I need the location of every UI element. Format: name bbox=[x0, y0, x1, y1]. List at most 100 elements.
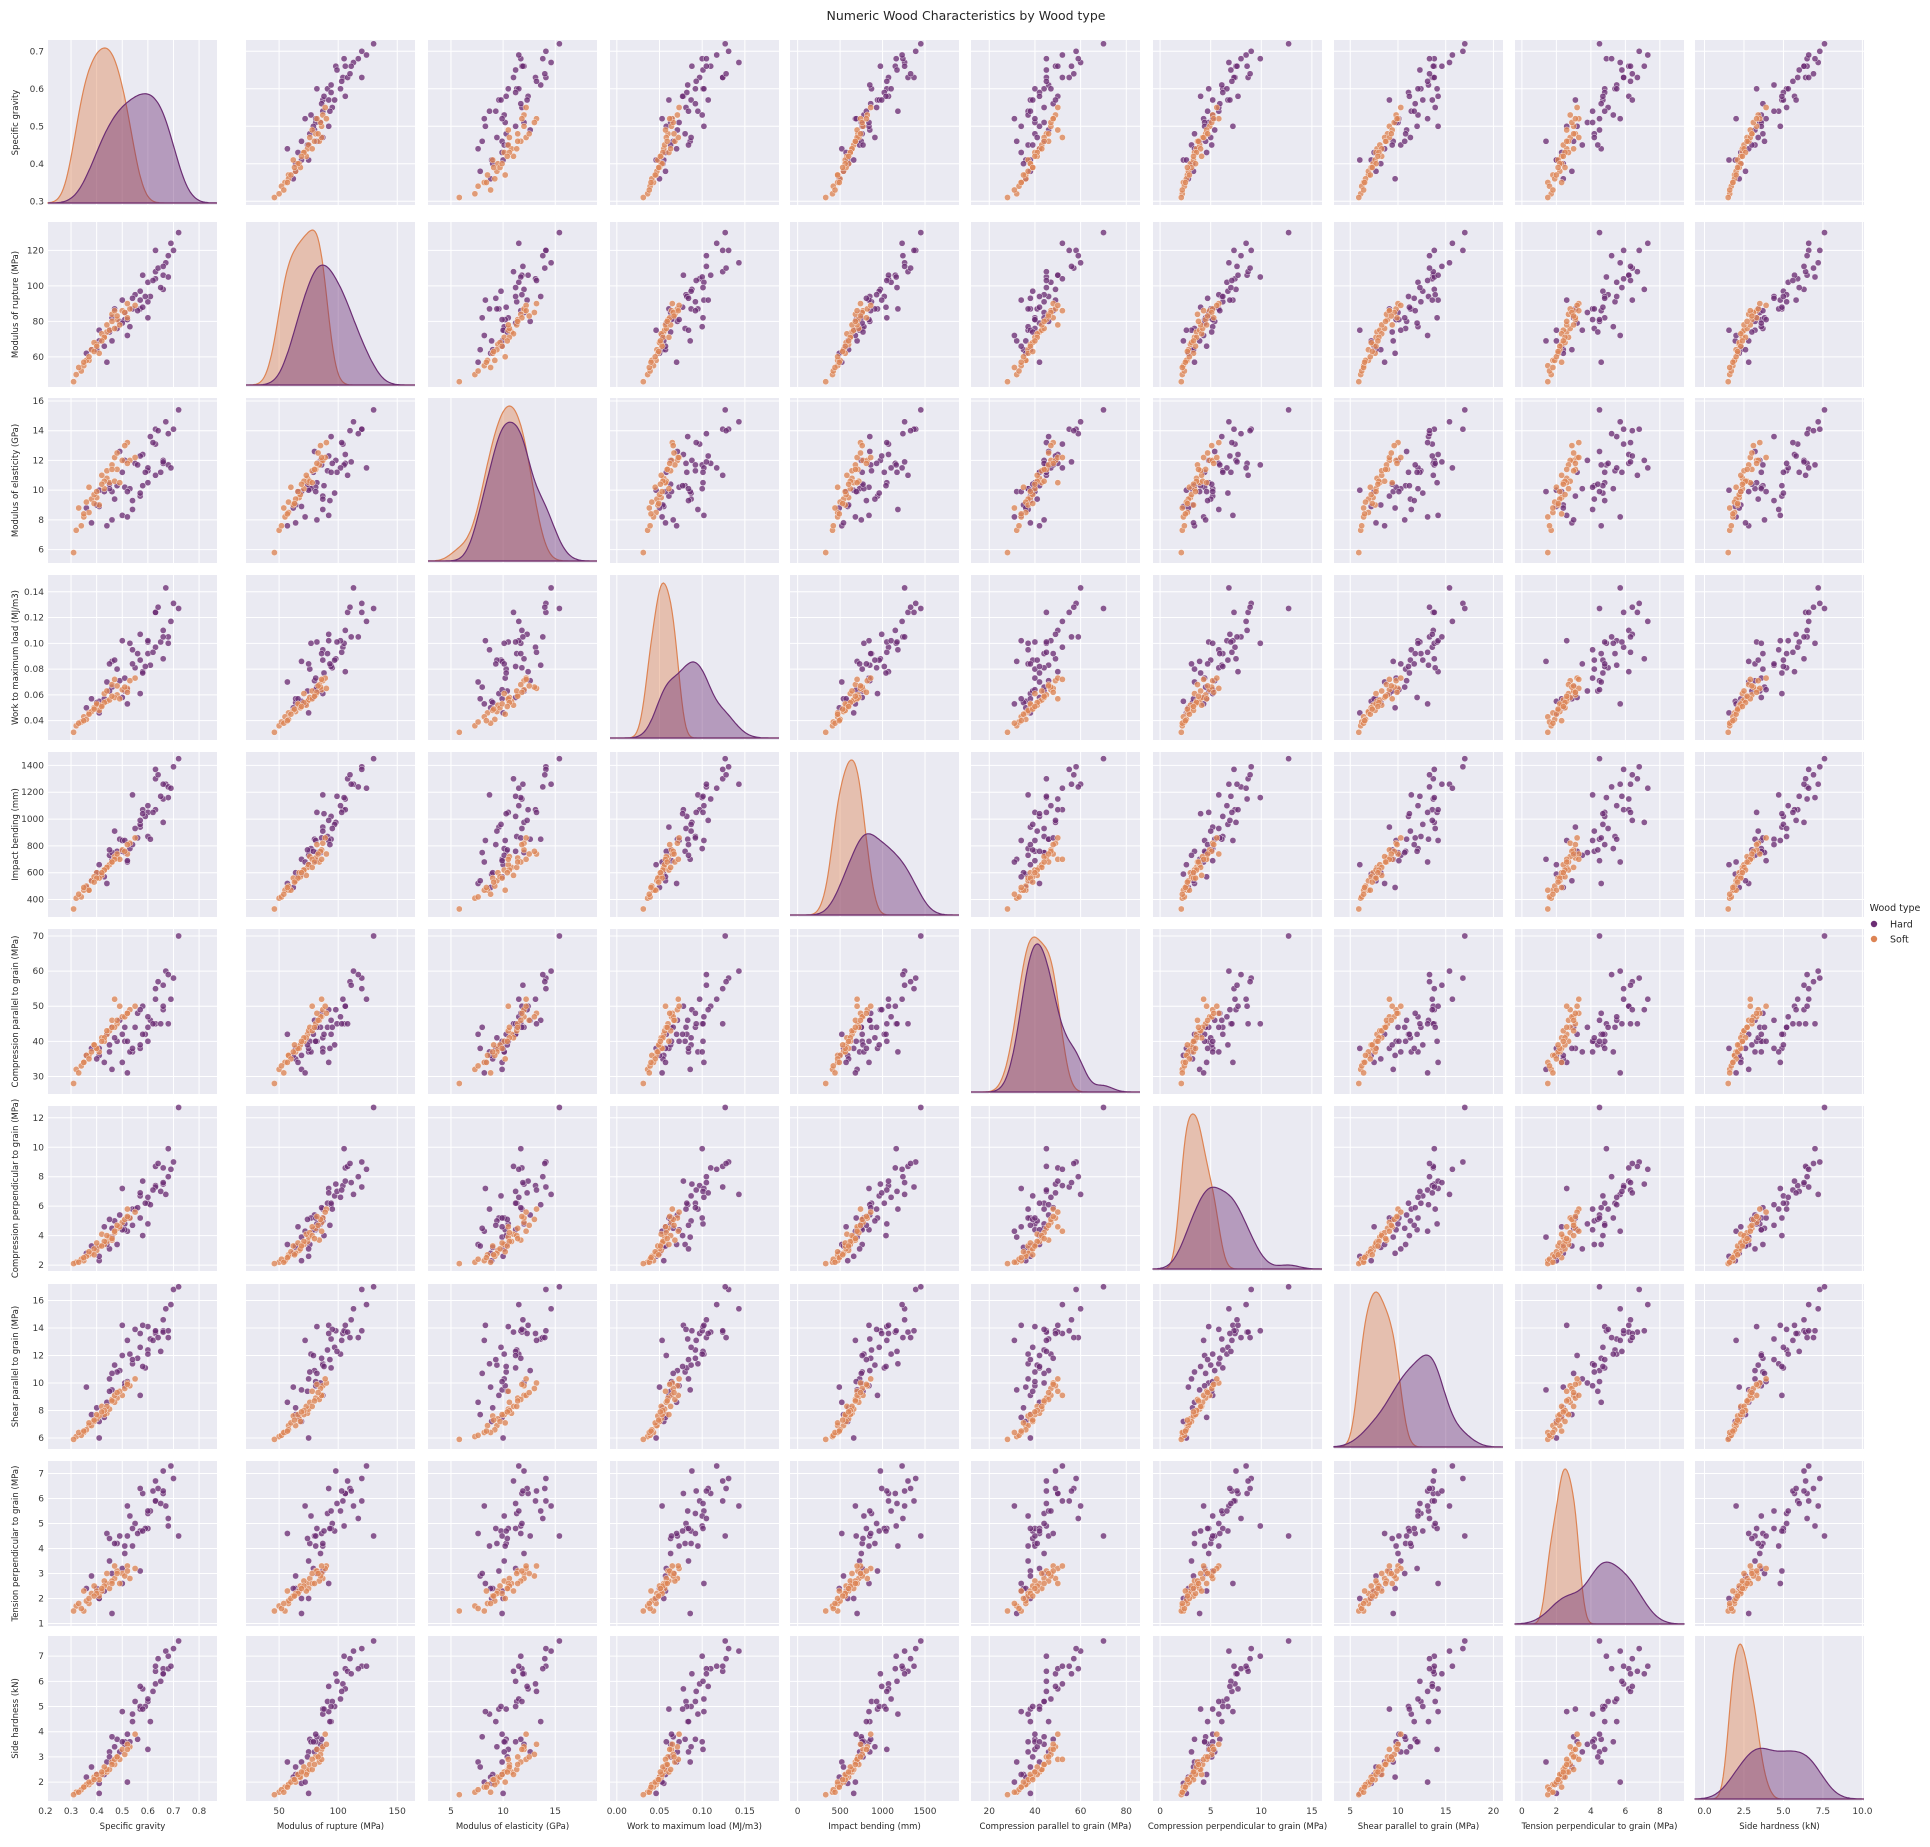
scatter-point-hard bbox=[1783, 825, 1790, 832]
scatter-point-soft bbox=[1203, 695, 1210, 703]
scatter-point-soft bbox=[80, 358, 88, 366]
scatter-point-hard bbox=[1438, 62, 1446, 70]
scatter-point-hard bbox=[510, 268, 517, 276]
scatter-point-hard bbox=[907, 978, 914, 986]
scatter-point-hard bbox=[502, 303, 510, 311]
scatter-point-hard bbox=[1800, 655, 1808, 663]
scatter-point-hard bbox=[325, 817, 333, 824]
scatter-point-hard bbox=[106, 660, 113, 668]
scatter-point-hard bbox=[1778, 690, 1786, 697]
scatter-point-hard bbox=[482, 637, 489, 645]
scatter-point-soft bbox=[863, 1010, 870, 1017]
scatter-point-hard bbox=[327, 81, 335, 89]
scatter-point-soft bbox=[1558, 471, 1565, 479]
scatter-point-hard bbox=[1068, 62, 1075, 70]
scatter-point-soft bbox=[1198, 152, 1205, 160]
scatter-point-hard bbox=[1431, 104, 1439, 111]
scatter-point-hard bbox=[1572, 823, 1579, 831]
scatter-point-hard bbox=[1596, 316, 1603, 323]
scatter-point-soft bbox=[1210, 841, 1217, 848]
scatter-point-soft bbox=[1004, 549, 1011, 556]
scatter-point-hard bbox=[159, 458, 167, 466]
scatter-point-hard bbox=[1433, 479, 1441, 487]
panel-background bbox=[1153, 398, 1322, 563]
scatter-point-hard bbox=[1215, 1048, 1223, 1056]
scatter-point-soft bbox=[1572, 689, 1579, 696]
scatter-point-hard bbox=[304, 846, 311, 854]
panel-2-2 bbox=[427, 398, 597, 563]
scatter-point-hard bbox=[328, 460, 336, 467]
scatter-point-hard bbox=[337, 85, 344, 93]
scatter-point-hard bbox=[478, 137, 486, 145]
scatter-point-hard bbox=[1745, 488, 1752, 495]
scatter-point-hard bbox=[164, 971, 172, 978]
scatter-point-hard bbox=[1040, 85, 1048, 93]
scatter-point-hard bbox=[687, 821, 695, 828]
scatter-point-soft bbox=[1729, 510, 1737, 518]
scatter-point-hard bbox=[704, 817, 712, 824]
scatter-point-soft bbox=[1753, 689, 1760, 696]
scatter-point-hard bbox=[866, 433, 874, 440]
scatter-point-hard bbox=[685, 294, 692, 302]
scatter-point-soft bbox=[1004, 378, 1011, 386]
scatter-point-soft bbox=[1045, 682, 1052, 690]
scatter-point-soft bbox=[121, 848, 129, 855]
panel-3-5 bbox=[971, 575, 1140, 740]
scatter-point-hard bbox=[121, 1024, 129, 1031]
scatter-point-soft bbox=[852, 1024, 859, 1031]
scatter-point-soft bbox=[1215, 850, 1223, 858]
scatter-point-hard bbox=[1219, 1031, 1227, 1038]
scatter-point-soft bbox=[1573, 834, 1581, 842]
scatter-point-soft bbox=[483, 884, 490, 891]
scatter-point-soft bbox=[657, 471, 665, 479]
scatter-point-hard bbox=[894, 646, 902, 654]
scatter-point-hard bbox=[1237, 252, 1245, 259]
scatter-point-hard bbox=[1449, 239, 1456, 247]
scatter-point-hard bbox=[721, 40, 729, 48]
scatter-point-soft bbox=[124, 1010, 131, 1017]
scatter-point-hard bbox=[1629, 96, 1636, 104]
scatter-point-hard bbox=[1246, 978, 1254, 986]
y-tick-label: 6 bbox=[38, 546, 44, 556]
scatter-point-hard bbox=[1389, 658, 1397, 665]
scatter-point-soft bbox=[867, 302, 875, 309]
scatter-point-hard bbox=[685, 107, 692, 115]
scatter-point-hard bbox=[1043, 609, 1050, 616]
scatter-point-soft bbox=[1575, 676, 1583, 683]
scatter-point-hard bbox=[673, 1031, 680, 1038]
scatter-point-hard bbox=[703, 971, 710, 978]
scatter-point-soft bbox=[1190, 501, 1197, 509]
scatter-point-hard bbox=[476, 1045, 484, 1052]
scatter-point-hard bbox=[698, 485, 706, 493]
scatter-point-hard bbox=[1579, 660, 1586, 668]
scatter-point-soft bbox=[1031, 480, 1039, 488]
scatter-point-hard bbox=[1644, 51, 1652, 59]
scatter-point-soft bbox=[1544, 549, 1552, 556]
scatter-point-hard bbox=[1027, 519, 1034, 527]
scatter-point-hard bbox=[1431, 74, 1438, 81]
scatter-point-hard bbox=[898, 618, 906, 625]
scatter-point-hard bbox=[1215, 1024, 1223, 1031]
scatter-point-hard bbox=[1285, 406, 1292, 414]
scatter-point-hard bbox=[1627, 78, 1634, 85]
scatter-point-hard bbox=[542, 247, 550, 254]
scatter-point-hard bbox=[1434, 837, 1442, 844]
scatter-point-hard bbox=[1589, 107, 1596, 115]
scatter-point-soft bbox=[323, 685, 330, 692]
scatter-point-hard bbox=[1810, 771, 1817, 779]
scatter-point-hard bbox=[1208, 328, 1215, 336]
scatter-point-hard bbox=[1419, 489, 1427, 497]
scatter-point-soft bbox=[1561, 164, 1569, 171]
scatter-point-hard bbox=[341, 62, 349, 70]
scatter-point-soft bbox=[70, 729, 77, 736]
scatter-point-soft bbox=[1213, 834, 1221, 842]
scatter-point-hard bbox=[164, 252, 172, 259]
scatter-point-soft bbox=[1544, 729, 1552, 736]
scatter-point-hard bbox=[892, 627, 899, 634]
scatter-point-hard bbox=[1065, 247, 1073, 254]
scatter-point-hard bbox=[1591, 305, 1598, 313]
scatter-point-soft bbox=[498, 342, 506, 350]
scatter-point-hard bbox=[1635, 600, 1643, 607]
scatter-point-hard bbox=[111, 495, 118, 503]
